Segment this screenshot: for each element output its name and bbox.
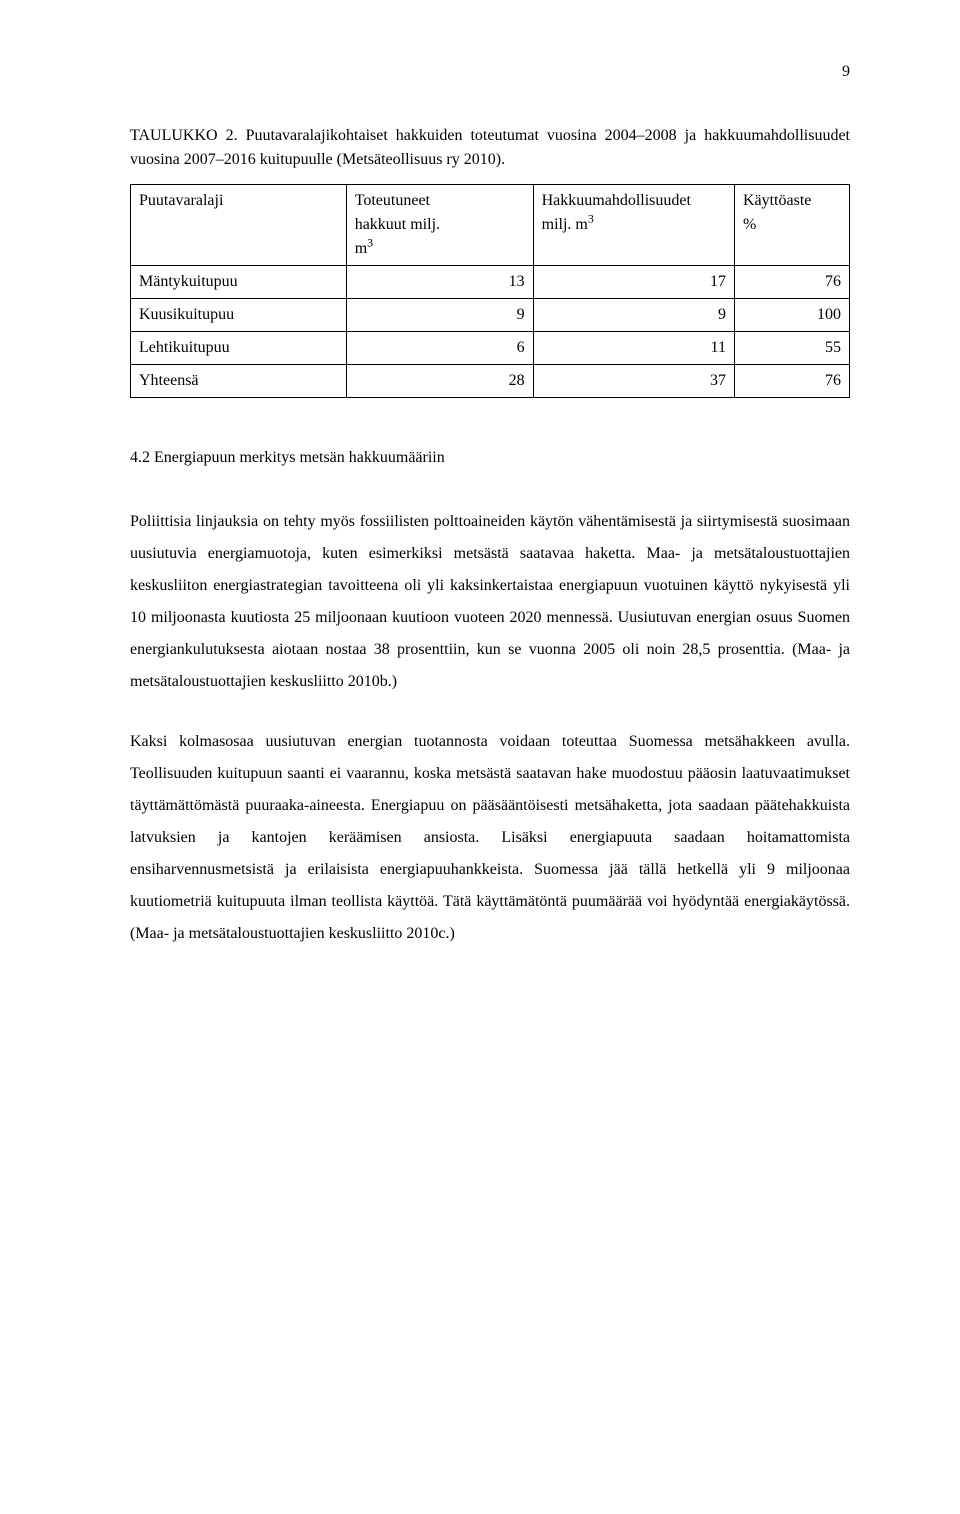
col3-line2: milj. m (542, 216, 588, 233)
table-row: Mäntykuitupuu 13 17 76 (131, 266, 850, 299)
row-value: 76 (734, 266, 849, 299)
row-value: 17 (533, 266, 734, 299)
row-value: 37 (533, 365, 734, 398)
col2-line3: m (355, 240, 367, 257)
col2-line2: hakkuut milj. (355, 216, 440, 233)
table-header-col1: Puutavaralaji (131, 185, 347, 266)
col3-line1: Hakkuumahdollisuudet (542, 192, 691, 209)
row-value: 6 (346, 332, 533, 365)
paragraph-2: Kaksi kolmasosaa uusiutuvan energian tuo… (130, 726, 850, 950)
table-header-row: Puutavaralaji Toteutuneet hakkuut milj. … (131, 185, 850, 266)
row-value: 9 (346, 299, 533, 332)
table-puutavara: Puutavaralaji Toteutuneet hakkuut milj. … (130, 184, 850, 398)
row-label: Kuusikuitupuu (131, 299, 347, 332)
section-heading: 4.2 Energiapuun merkitys metsän hakkuumä… (130, 446, 850, 470)
col4-line1: Käyttöaste (743, 192, 811, 209)
row-value: 28 (346, 365, 533, 398)
row-value: 9 (533, 299, 734, 332)
table-row: Kuusikuitupuu 9 9 100 (131, 299, 850, 332)
table-row: Lehtikuitupuu 6 11 55 (131, 332, 850, 365)
superscript-3: 3 (588, 212, 594, 226)
table-header-col4: Käyttöaste % (734, 185, 849, 266)
table-row: Yhteensä 28 37 76 (131, 365, 850, 398)
row-label: Mäntykuitupuu (131, 266, 347, 299)
row-value: 55 (734, 332, 849, 365)
row-label: Lehtikuitupuu (131, 332, 347, 365)
page-number: 9 (130, 60, 850, 84)
row-value: 13 (346, 266, 533, 299)
row-value: 100 (734, 299, 849, 332)
row-value: 11 (533, 332, 734, 365)
row-value: 76 (734, 365, 849, 398)
paragraph-1: Poliittisia linjauksia on tehty myös fos… (130, 506, 850, 698)
superscript-3: 3 (367, 236, 373, 250)
table-header-col3: Hakkuumahdollisuudet milj. m3 (533, 185, 734, 266)
table-header-col2: Toteutuneet hakkuut milj. m3 (346, 185, 533, 266)
table-caption: TAULUKKO 2. Puutavaralajikohtaiset hakku… (130, 124, 850, 172)
row-label: Yhteensä (131, 365, 347, 398)
col4-line2: % (743, 216, 756, 233)
col2-line1: Toteutuneet (355, 192, 430, 209)
